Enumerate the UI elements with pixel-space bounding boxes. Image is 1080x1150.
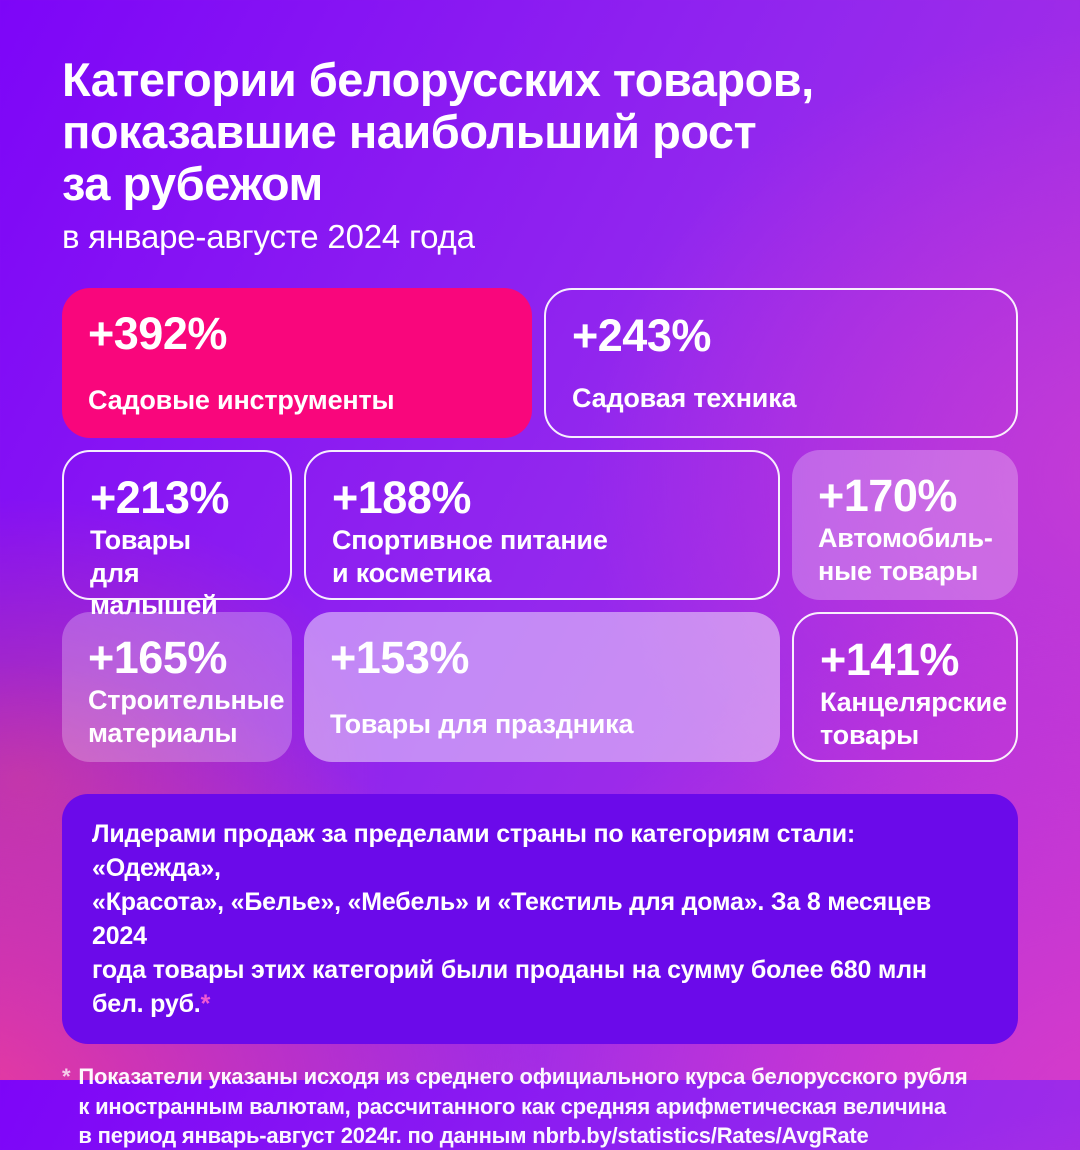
card-label: Строительные материалы <box>88 685 285 748</box>
page-subtitle: в январе-августе 2024 года <box>62 218 475 256</box>
infographic-page: Категории белорусских товаров, показавши… <box>62 53 1018 1148</box>
card-label: Канцелярские товары <box>820 687 1007 750</box>
card-value: +243% <box>572 310 711 362</box>
card-value: +170% <box>818 470 957 522</box>
info-text: Лидерами продаж за пределами страны по к… <box>92 820 932 1019</box>
growth-card-sport-nutrition: +188% Спортивное питание и косметика <box>304 450 780 601</box>
card-value: +153% <box>330 632 469 684</box>
growth-card-baby-goods: +213% Товары для малышей <box>62 450 292 620</box>
growth-card-auto-goods: +170% Автомобиль- ные товары <box>792 450 1018 601</box>
growth-card-building-materials: +165% Строительные материалы <box>62 612 292 763</box>
page-title: Категории белорусских товаров, показавши… <box>62 53 814 211</box>
footnote-asterisk: * <box>62 1064 71 1090</box>
cards-row-3: +165% Строительные материалы +153% Товар… <box>62 612 1018 763</box>
card-value: +165% <box>88 632 227 684</box>
cards-grid: +392% Садовые инструменты +243% Садовая … <box>62 288 1018 763</box>
card-label: Товары для праздника <box>330 709 634 740</box>
growth-card-garden-equipment: +243% Садовая техника <box>544 288 1018 439</box>
card-label: Товары для малышей <box>90 525 218 621</box>
growth-card-party-goods: +153% Товары для праздника <box>304 612 780 763</box>
card-value: +392% <box>88 308 227 360</box>
sales-leaders-info-box: Лидерами продаж за пределами страны по к… <box>62 794 1018 1045</box>
card-label: Спортивное питание и косметика <box>332 525 608 588</box>
growth-card-garden-tools: +392% Садовые инструменты <box>62 288 532 439</box>
card-value: +141% <box>820 634 959 686</box>
footnote-marker: * <box>200 990 211 1019</box>
growth-card-stationery: +141% Канцелярские товары <box>792 612 1018 763</box>
card-label: Садовая техника <box>572 383 797 414</box>
footnote-text: Показатели указаны исходя из среднего оф… <box>78 1064 968 1148</box>
card-label: Садовые инструменты <box>88 385 395 416</box>
cards-row-1: +392% Садовые инструменты +243% Садовая … <box>62 288 1018 439</box>
cards-row-2: +213% Товары для малышей +188% Спортивно… <box>62 450 1018 620</box>
card-value: +213% <box>90 472 229 524</box>
footnote: * Показатели указаны исходя из среднего … <box>62 1062 1018 1149</box>
card-label: Автомобиль- ные товары <box>818 523 993 586</box>
card-value: +188% <box>332 472 471 524</box>
